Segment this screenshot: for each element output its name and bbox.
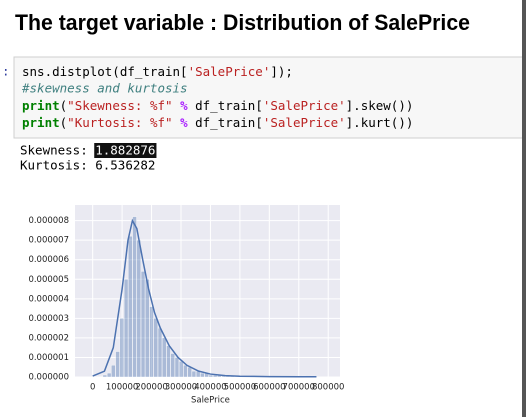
x-tick-label: 700000 <box>283 383 315 393</box>
code-line: print("Kurtosis: %f" % df_train['SalePri… <box>22 115 413 130</box>
x-axis-label: SalePrice <box>191 396 230 406</box>
y-tick-label: 0.000007 <box>28 236 69 246</box>
y-tick-label: 0.000001 <box>28 353 69 363</box>
x-tick-label: 500000 <box>224 383 256 393</box>
y-tick-label: 0.000006 <box>28 255 69 265</box>
x-tick-label: 0 <box>90 383 95 393</box>
bar <box>123 279 129 378</box>
y-tick-label: 0.000002 <box>28 333 69 343</box>
y-tick-label: 0.000003 <box>28 314 69 324</box>
bar <box>153 318 158 378</box>
window-edge <box>522 0 526 417</box>
bar <box>132 216 137 378</box>
bar <box>208 374 213 378</box>
y-tick-label: 0.000004 <box>28 294 69 304</box>
output-label: Skewness: <box>20 143 88 158</box>
heading: The target variable : Distribution of Sa… <box>15 10 470 35</box>
bar <box>107 372 112 378</box>
x-tick-label: 200000 <box>135 383 167 393</box>
x-tick-label: 600000 <box>253 383 285 393</box>
bar <box>145 279 150 378</box>
bar <box>191 370 196 378</box>
code-line: #skewness and kurtosis <box>21 81 188 96</box>
bar <box>136 240 141 378</box>
output-value: 6.536282 <box>95 158 155 173</box>
bar <box>128 236 133 378</box>
kde-line <box>92 218 317 378</box>
bar <box>162 337 167 378</box>
x-tick-label: 800000 <box>312 383 344 393</box>
bar <box>140 271 146 378</box>
bar <box>157 327 163 378</box>
y-tick-label: 0.000005 <box>28 275 69 285</box>
y-tick-label: 0.000000 <box>28 373 69 383</box>
prompt: : <box>2 64 10 79</box>
bar <box>200 372 205 378</box>
bar <box>174 357 180 378</box>
code-line: print("Skewness: %f" % df_train['SalePri… <box>22 98 413 113</box>
bar <box>183 365 188 378</box>
bar <box>187 367 192 378</box>
bar <box>170 353 175 378</box>
bar <box>111 365 116 378</box>
plot-background <box>75 205 340 377</box>
output-value: 1.882876 <box>95 143 155 158</box>
bar <box>166 345 171 378</box>
bar <box>115 351 120 378</box>
bar <box>119 318 124 378</box>
x-tick-label: 400000 <box>194 383 226 393</box>
bar <box>179 361 184 378</box>
bar <box>149 306 154 378</box>
selection <box>94 143 157 158</box>
x-tick-label: 300000 <box>165 383 197 393</box>
output-label: Kurtosis: <box>20 158 88 173</box>
bar <box>102 374 107 378</box>
x-tick-label: 100000 <box>106 383 138 393</box>
code-cell[interactable] <box>13 56 526 139</box>
y-tick-label: 0.000008 <box>28 216 69 226</box>
code-line: sns.distplot(df_train['SalePrice']); <box>22 64 293 79</box>
